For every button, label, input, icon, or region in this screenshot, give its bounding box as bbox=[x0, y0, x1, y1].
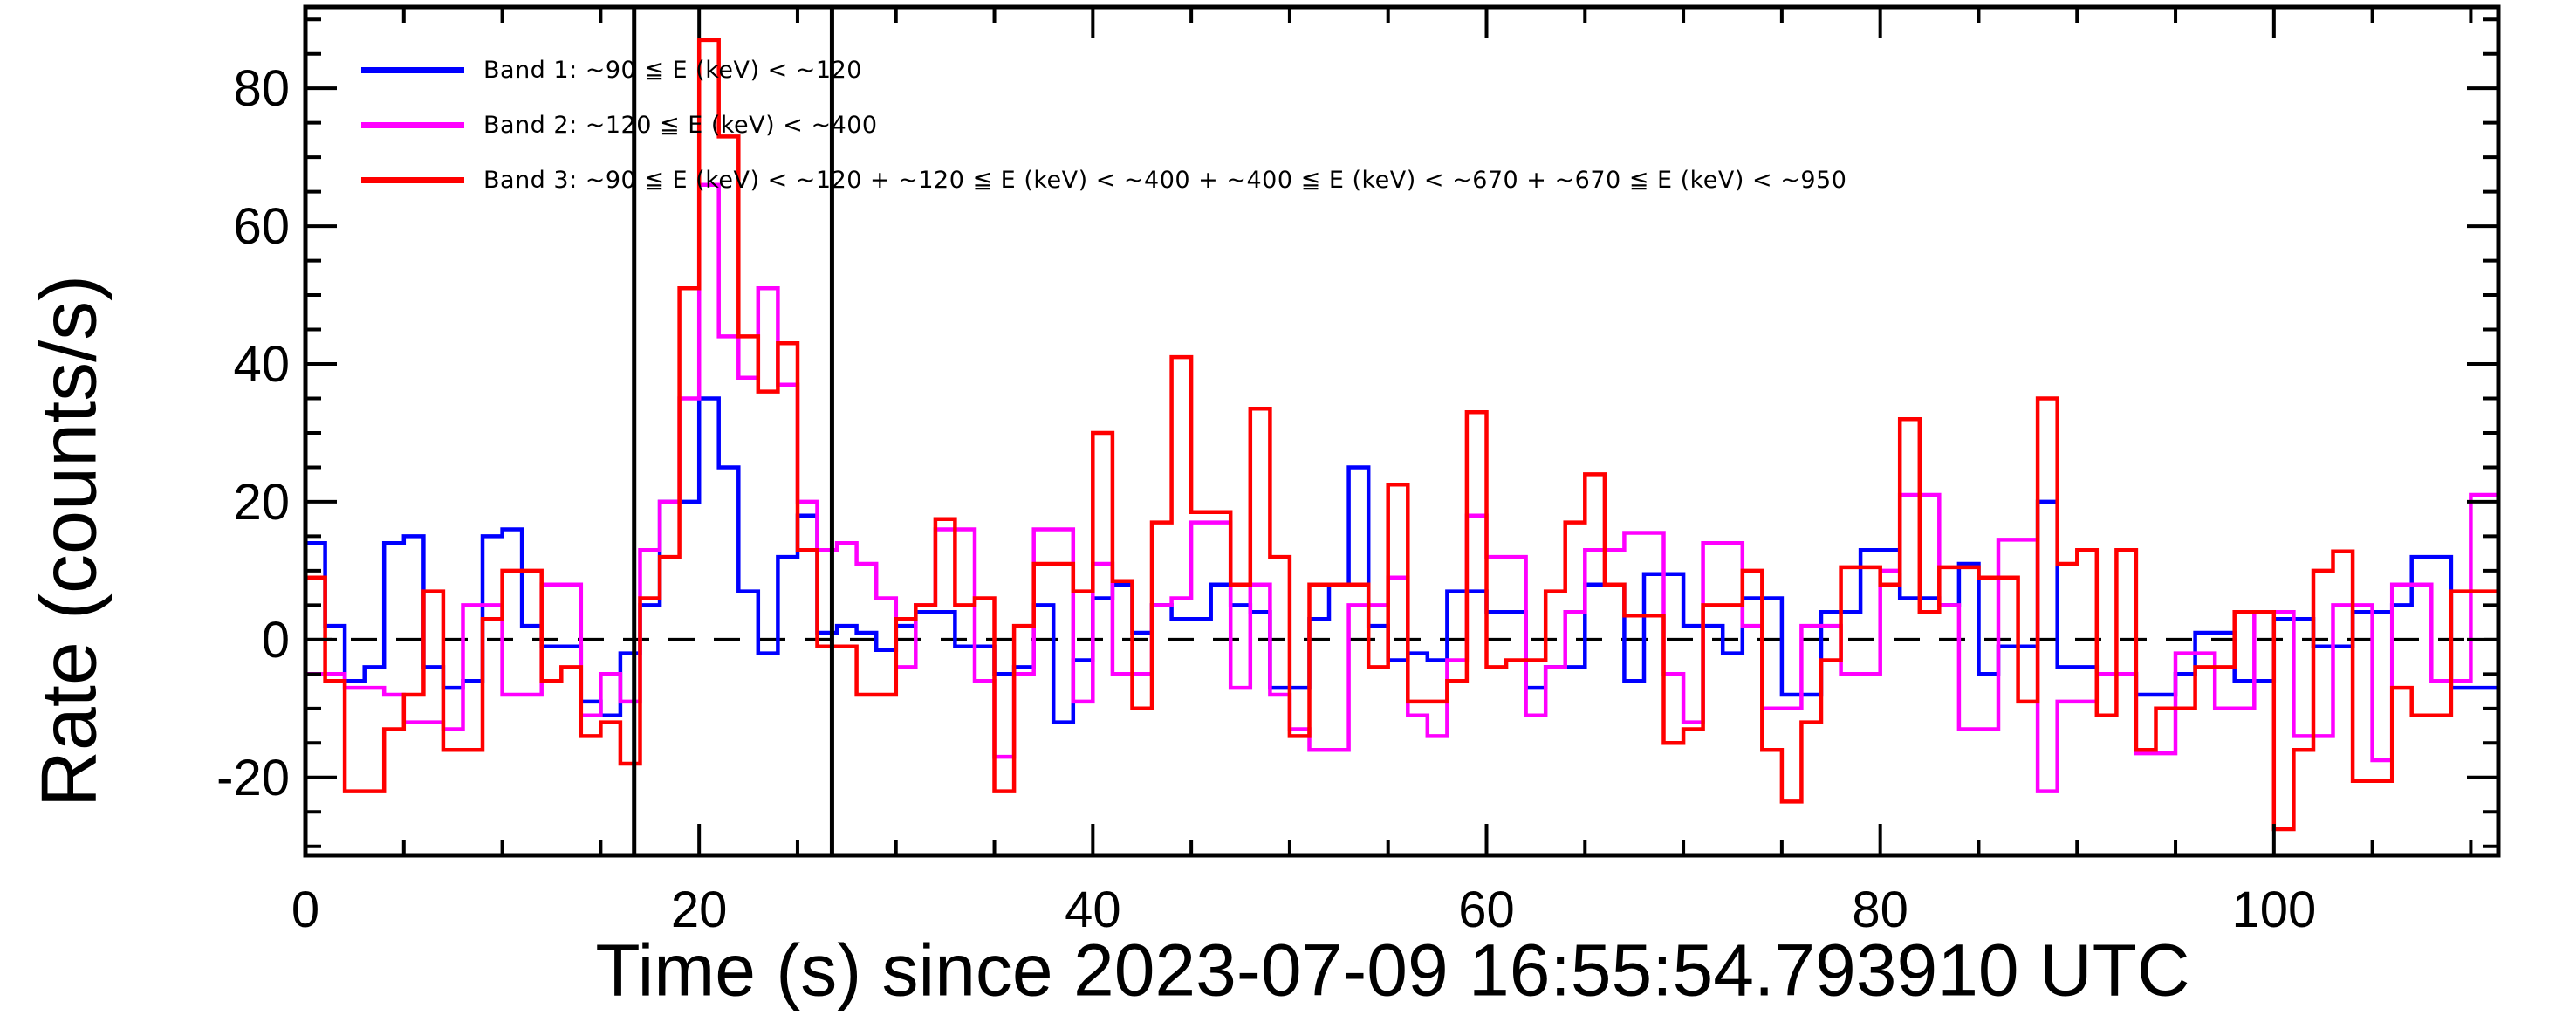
svg-text:60: 60 bbox=[233, 198, 290, 255]
svg-text:40: 40 bbox=[233, 336, 290, 393]
svg-text:0: 0 bbox=[262, 612, 290, 669]
svg-text:40: 40 bbox=[1065, 882, 1121, 938]
svg-text:0: 0 bbox=[291, 882, 319, 938]
svg-text:20: 20 bbox=[233, 474, 290, 531]
y-axis-title: Rate (counts/s) bbox=[25, 274, 113, 808]
x-axis-title: Time (s) since 2023-07-09 16:55:54.79391… bbox=[595, 929, 2190, 1012]
legend-row-band-1: Band 1: ~90 ≦ E (keV) < ~120 bbox=[361, 43, 1846, 98]
band-2-label: Band 2: ~120 ≦ E (keV) < ~400 bbox=[483, 112, 878, 139]
band-1-line-swatch bbox=[361, 67, 464, 73]
band-3-label: Band 3: ~90 ≦ E (keV) < ~120 + ~120 ≦ E … bbox=[483, 167, 1847, 194]
legend-row-band-3: Band 3: ~90 ≦ E (keV) < ~120 + ~120 ≦ E … bbox=[361, 153, 1846, 208]
svg-text:100: 100 bbox=[2231, 882, 2316, 938]
band-2-line-swatch bbox=[361, 122, 464, 128]
band-1-label: Band 1: ~90 ≦ E (keV) < ~120 bbox=[483, 57, 862, 84]
band-3-line-swatch bbox=[361, 177, 464, 183]
svg-text:80: 80 bbox=[233, 60, 290, 117]
svg-text:60: 60 bbox=[1458, 882, 1515, 938]
legend-row-band-2: Band 2: ~120 ≦ E (keV) < ~400 bbox=[361, 98, 1846, 153]
svg-text:-20: -20 bbox=[216, 750, 290, 806]
svg-text:80: 80 bbox=[1852, 882, 1908, 938]
legend: Band 1: ~90 ≦ E (keV) < ~120 Band 2: ~12… bbox=[361, 43, 1846, 208]
svg-text:20: 20 bbox=[671, 882, 728, 938]
